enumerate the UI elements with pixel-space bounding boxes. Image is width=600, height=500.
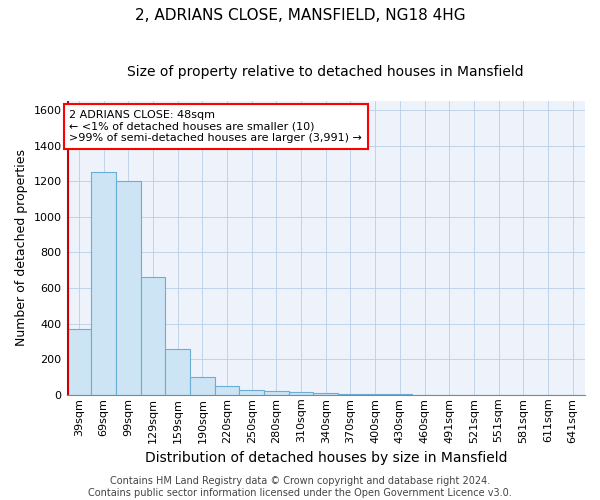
Bar [116, 181, 140, 395]
Bar [67, 329, 91, 395]
Text: 2 ADRIANS CLOSE: 48sqm
← <1% of detached houses are smaller (10)
>99% of semi-de: 2 ADRIANS CLOSE: 48sqm ← <1% of detached… [69, 110, 362, 143]
Text: Contains HM Land Registry data © Crown copyright and database right 2024.
Contai: Contains HM Land Registry data © Crown c… [88, 476, 512, 498]
Bar [239, 390, 264, 395]
Bar [165, 348, 190, 395]
Bar [289, 392, 313, 395]
Bar [215, 386, 239, 395]
Bar [363, 394, 388, 395]
Bar [264, 392, 289, 395]
Bar [140, 278, 165, 395]
X-axis label: Distribution of detached houses by size in Mansfield: Distribution of detached houses by size … [145, 451, 507, 465]
Bar [91, 172, 116, 395]
Bar [338, 394, 363, 395]
Y-axis label: Number of detached properties: Number of detached properties [15, 150, 28, 346]
Bar [190, 377, 215, 395]
Bar [388, 394, 412, 395]
Text: 2, ADRIANS CLOSE, MANSFIELD, NG18 4HG: 2, ADRIANS CLOSE, MANSFIELD, NG18 4HG [134, 8, 466, 22]
Bar [313, 393, 338, 395]
Title: Size of property relative to detached houses in Mansfield: Size of property relative to detached ho… [127, 65, 524, 79]
